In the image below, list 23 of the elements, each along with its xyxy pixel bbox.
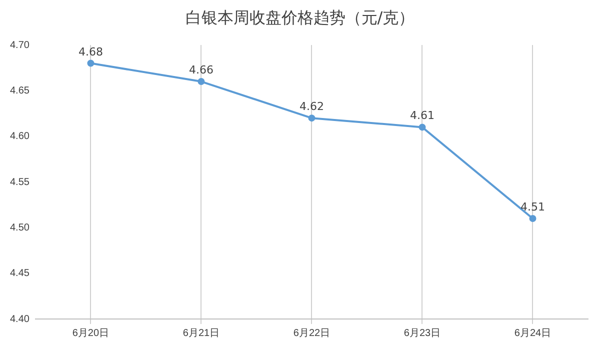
- x-tick-label: 6月20日: [72, 328, 110, 339]
- data-label: 4.68: [78, 45, 103, 58]
- point: [529, 215, 536, 222]
- data-label: 4.66: [188, 64, 214, 77]
- point: [418, 124, 426, 131]
- data-label: 4.51: [520, 200, 545, 214]
- x-tick-label: 6月24日: [514, 328, 552, 339]
- y-tick-label: 4.40: [10, 314, 30, 325]
- x-tick-label: 6月21日: [182, 328, 220, 339]
- y-tick-label: 4.45: [10, 268, 30, 280]
- y-tick-label: 4.60: [10, 131, 30, 142]
- point: [308, 114, 316, 122]
- data-label: 4.61: [410, 109, 434, 122]
- data-label: 4.62: [299, 100, 324, 114]
- chart-title: 白银本周收盘价格趋势（元/克）: [184, 8, 416, 29]
- point: [198, 78, 205, 86]
- y-tick-label: 4.65: [10, 85, 30, 96]
- x-tick-label: 6月22日: [293, 328, 330, 339]
- x-tick-label: 6月23日: [404, 328, 441, 339]
- y-tick-label: 4.55: [10, 176, 30, 188]
- y-tick-label: 4.50: [10, 222, 30, 234]
- point: [87, 60, 94, 67]
- y-tick-label: 4.70: [10, 40, 30, 51]
